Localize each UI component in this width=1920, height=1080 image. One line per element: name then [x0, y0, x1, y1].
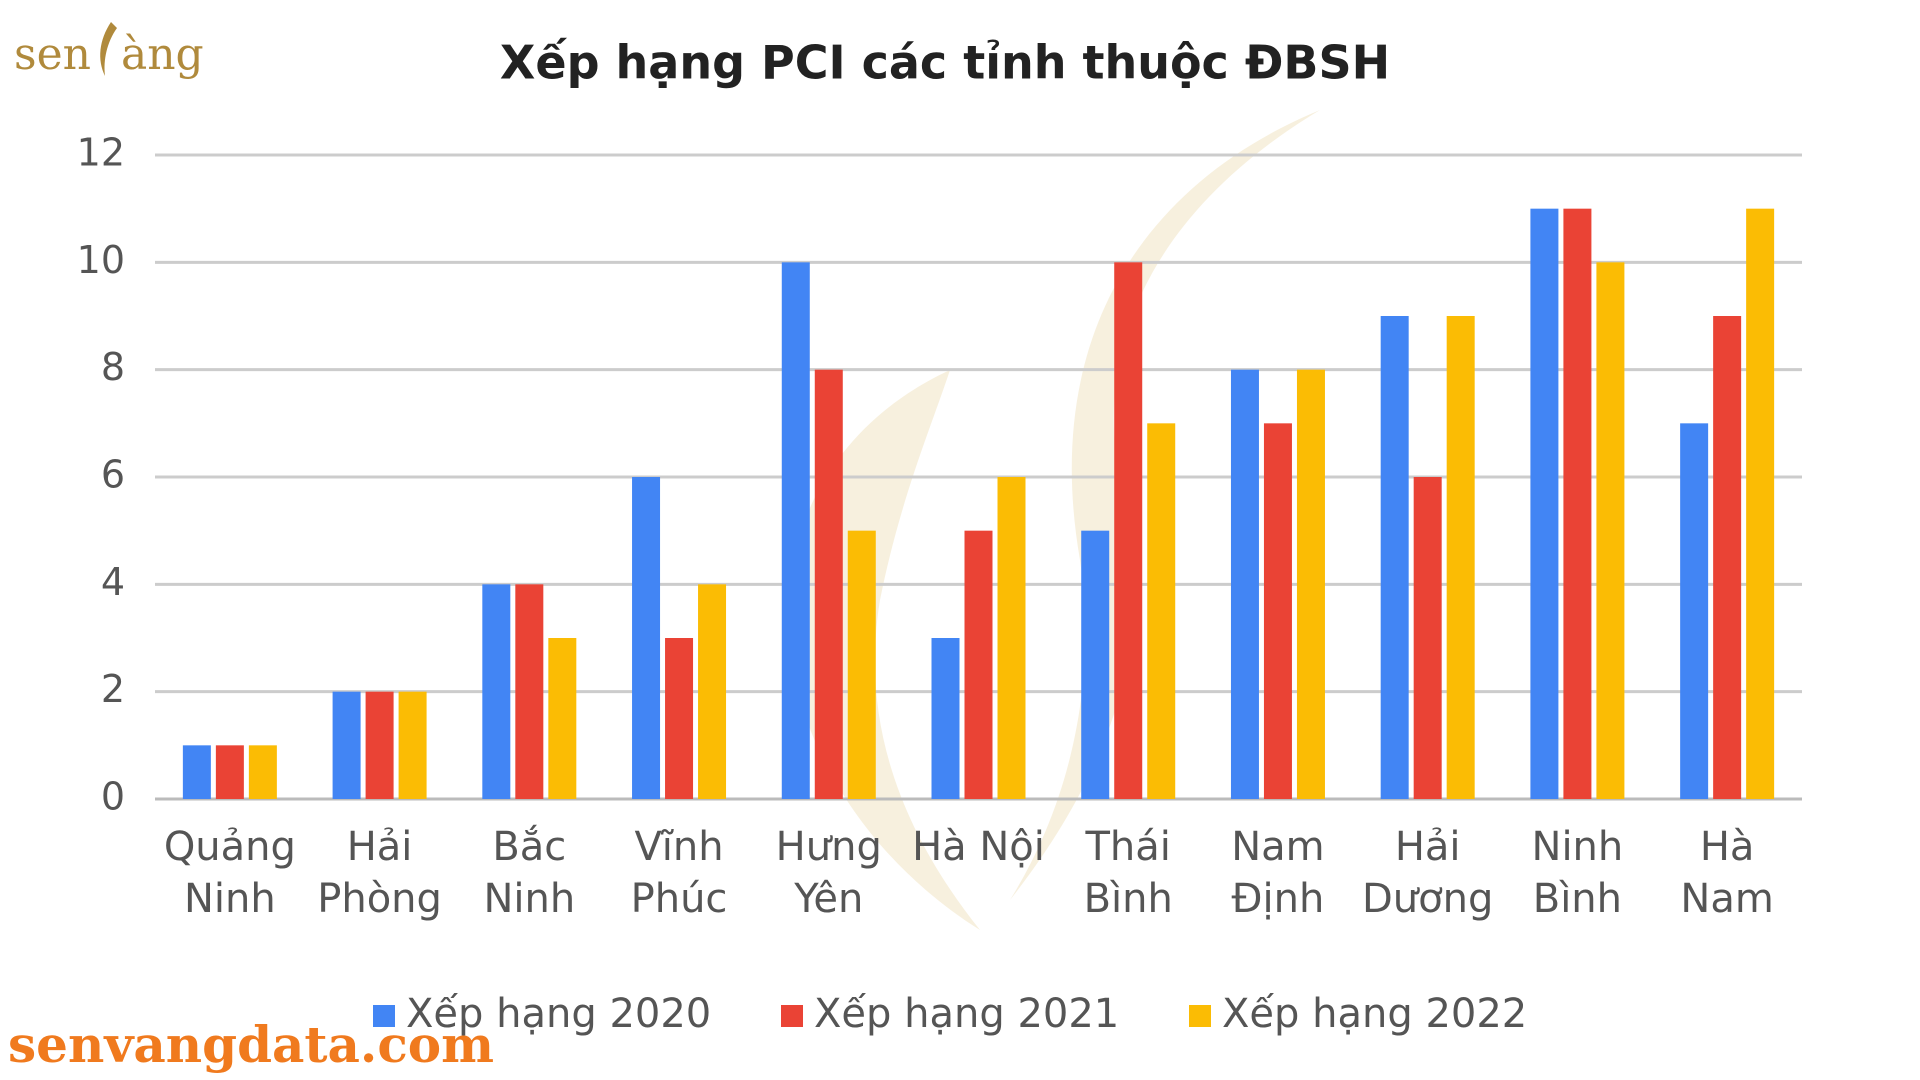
- logo-leaf: [100, 22, 117, 76]
- bar: [1530, 208, 1559, 799]
- x-tick-label: Nam Định: [1231, 824, 1325, 922]
- bar: [332, 691, 361, 799]
- x-tick-label: Hải Phòng: [317, 824, 442, 922]
- bar: [365, 691, 394, 799]
- y-tick-label: 10: [77, 238, 125, 282]
- bar: [248, 745, 277, 799]
- logo-text: àng: [120, 29, 204, 80]
- bar: [847, 530, 876, 799]
- bar: [665, 638, 694, 799]
- bar: [814, 369, 843, 799]
- x-tick-label: Hà Nội: [912, 824, 1045, 870]
- bar: [182, 745, 211, 799]
- y-tick-label: 4: [101, 560, 125, 604]
- bar: [1713, 316, 1742, 799]
- bar: [1147, 423, 1176, 799]
- bar: [1746, 208, 1775, 799]
- bar: [482, 584, 511, 799]
- legend-label: Xếp hạng 2021: [814, 991, 1119, 1037]
- bar: [1596, 262, 1625, 799]
- x-tick-label: Quảng Ninh: [163, 824, 296, 922]
- x-tick-label: Ninh Bình: [1531, 824, 1624, 922]
- bar: [1413, 477, 1442, 799]
- bar: [964, 530, 993, 799]
- logo: sen àng: [14, 20, 204, 80]
- legend-swatch: [373, 1005, 395, 1027]
- bar: [698, 584, 727, 799]
- legend-label: Xếp hạng 2020: [406, 991, 711, 1037]
- bar: [1114, 262, 1143, 799]
- legend-swatch: [781, 1005, 803, 1027]
- bar: [1563, 208, 1592, 799]
- bar: [1380, 316, 1409, 799]
- x-tick-label: Hải Dương: [1361, 824, 1494, 922]
- y-tick-label: 2: [101, 667, 125, 711]
- footer: senvangdata.com: [8, 1015, 495, 1074]
- bar: [1230, 369, 1259, 799]
- x-tick-label: Thái Bình: [1083, 824, 1173, 922]
- x-tick-label: Hưng Yên: [775, 824, 882, 922]
- chart-title: Xếp hạng PCI các tỉnh thuộc ĐBSH: [500, 36, 1390, 90]
- y-tick-label: 12: [77, 131, 125, 175]
- bar: [215, 745, 244, 799]
- bar: [548, 638, 577, 799]
- bar: [1446, 316, 1475, 799]
- bar: [515, 584, 544, 799]
- bar: [1263, 423, 1292, 799]
- legend-swatch: [1189, 1005, 1211, 1027]
- bar: [1296, 369, 1325, 799]
- bar: [632, 477, 661, 799]
- y-tick-label: 6: [101, 453, 125, 497]
- y-tick-label: 0: [101, 775, 125, 819]
- bar: [781, 262, 810, 799]
- bar: [997, 477, 1026, 799]
- bar: [931, 638, 960, 799]
- legend-label: Xếp hạng 2022: [1222, 991, 1527, 1037]
- x-tick-label: Bắc Ninh: [483, 824, 576, 922]
- bar: [1081, 530, 1110, 799]
- y-tick-label: 8: [101, 345, 125, 389]
- logo-text: sen: [14, 29, 91, 80]
- x-tick-label: Hà Nam: [1680, 824, 1774, 922]
- bar: [1680, 423, 1709, 799]
- x-tick-label: Vĩnh Phúc: [630, 824, 728, 922]
- bar: [398, 691, 427, 799]
